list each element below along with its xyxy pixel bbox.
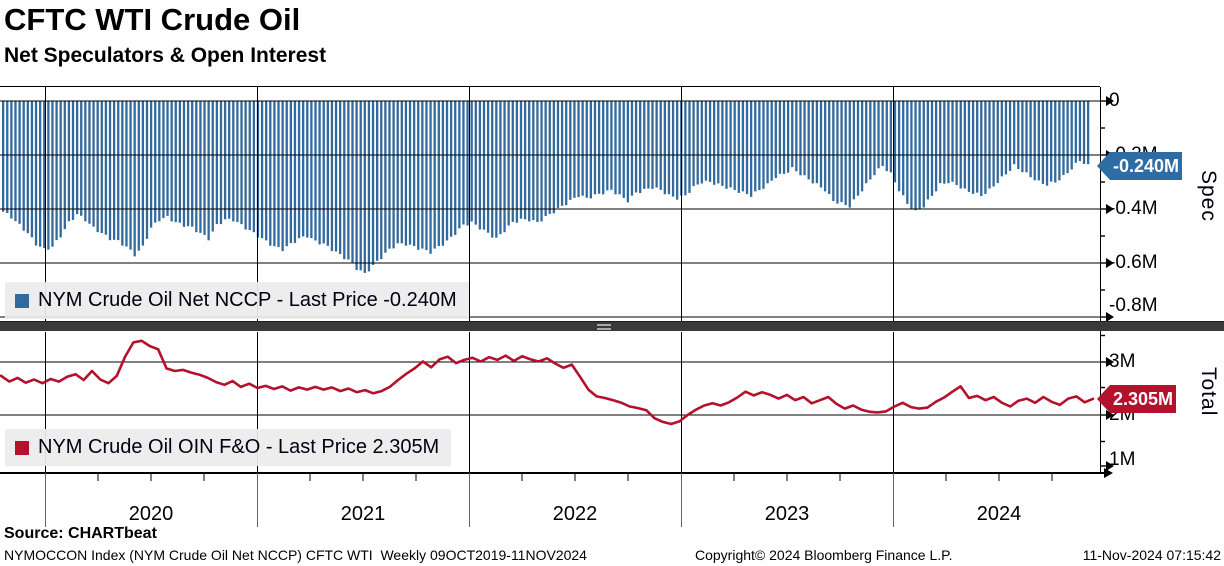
xtick-2023: 2023 xyxy=(764,503,810,525)
xtick-2022: 2022 xyxy=(552,503,598,525)
total-ytick-3m: 3M xyxy=(1109,351,1136,372)
ticker-description: NYMOCCON Index (NYM Crude Oil Net NCCP) … xyxy=(4,547,587,563)
total-panel-label: Total xyxy=(1197,367,1220,417)
spec-legend-swatch-icon xyxy=(15,293,29,308)
xtick-2024: 2024 xyxy=(976,503,1022,525)
copyright-text: Copyright© 2024 Bloomberg Finance L.P. xyxy=(695,547,953,563)
total-legend[interactable]: NYM Crude Oil OIN F&O - Last Price 2.305… xyxy=(5,429,452,466)
spec-last-price-badge: -0.240M xyxy=(1097,152,1182,180)
page-title: CFTC WTI Crude Oil xyxy=(4,2,301,37)
spec-panel-plot[interactable] xyxy=(0,86,1100,322)
total-legend-swatch-icon xyxy=(15,440,29,455)
right-axis-ticks xyxy=(1100,87,1114,473)
total-last-price-badge: 2.305M xyxy=(1097,385,1176,413)
page-subtitle: Net Speculators & Open Interest xyxy=(4,44,327,67)
spec-ytick-08: -0.8M xyxy=(1109,295,1158,316)
splitter-handle-icon[interactable] xyxy=(597,328,611,330)
xtick-2020: 2020 xyxy=(128,503,174,525)
xtick-2021: 2021 xyxy=(340,503,386,525)
spec-ytick-06: -0.6M xyxy=(1109,252,1158,273)
spec-legend-label: NYM Crude Oil Net NCCP - Last Price -0.2… xyxy=(38,289,457,311)
spec-ytick-04: -0.4M xyxy=(1109,198,1158,219)
timestamp: 11-Nov-2024 07:15:42 xyxy=(1082,547,1221,563)
total-panel-plot[interactable] xyxy=(0,332,1100,473)
spec-ytick-0: 0 xyxy=(1109,90,1120,111)
panel-divider xyxy=(0,321,1224,331)
spec-panel-label: Spec xyxy=(1197,170,1220,222)
total-legend-label: NYM Crude Oil OIN F&O - Last Price 2.305… xyxy=(38,436,440,458)
total-ytick-1m: 1M xyxy=(1109,449,1136,470)
spec-legend[interactable]: NYM Crude Oil Net NCCP - Last Price -0.2… xyxy=(5,282,469,319)
source-label: Source: CHARTbeat xyxy=(4,525,157,542)
splitter-handle-icon[interactable] xyxy=(597,324,611,326)
